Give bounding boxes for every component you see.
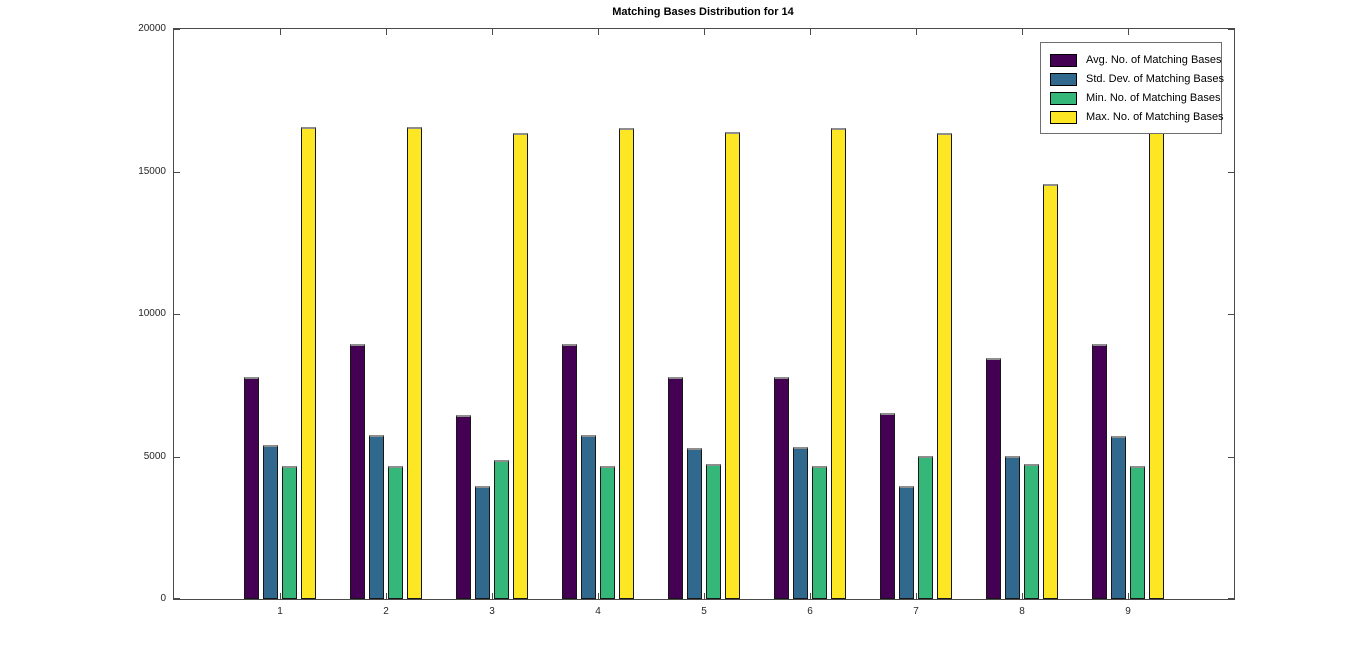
bar-std-group-9 [1111, 436, 1126, 599]
y-tick-left-5000 [174, 457, 180, 458]
legend-swatch-icon [1050, 72, 1077, 86]
plot-area: Avg. No. of Matching Bases Std. Dev. of M… [138, 23, 1235, 617]
x-tick-label-2: 2 [383, 606, 389, 617]
x-tick-top-5 [704, 29, 705, 35]
y-tick-right-15000 [1228, 172, 1234, 173]
bar-max-group-7 [937, 133, 952, 599]
y-tick-left-20000 [174, 29, 180, 30]
x-tick-bottom-2 [386, 593, 387, 599]
x-tick-bottom-8 [1022, 593, 1023, 599]
bar-min-group-7 [918, 456, 933, 599]
bar-min-group-3 [494, 460, 509, 599]
x-tick-label-8: 8 [1019, 606, 1025, 617]
legend-item-label: Std. Dev. of Matching Bases [1086, 73, 1224, 85]
bar-avg-group-1 [244, 377, 259, 599]
legend-item-4: Max. No. of Matching Bases [1050, 108, 1224, 126]
x-tick-top-3 [492, 29, 493, 35]
bar-min-group-6 [812, 466, 827, 599]
bar-min-group-5 [706, 464, 721, 599]
x-tick-label-3: 3 [489, 606, 495, 617]
x-tick-top-6 [810, 29, 811, 35]
bar-max-group-6 [831, 128, 846, 599]
y-tick-right-10000 [1228, 314, 1234, 315]
bar-avg-group-7 [880, 413, 895, 599]
bar-std-group-1 [263, 445, 278, 599]
bar-min-group-9 [1130, 466, 1145, 599]
x-tick-bottom-1 [280, 593, 281, 599]
bar-min-group-4 [600, 466, 615, 599]
bar-max-group-8 [1043, 184, 1058, 599]
x-tick-top-7 [916, 29, 917, 35]
x-tick-bottom-9 [1128, 593, 1129, 599]
y-tick-label-15000: 15000 [138, 166, 166, 177]
bar-std-group-4 [581, 435, 596, 599]
y-tick-label-10000: 10000 [138, 308, 166, 319]
chart-title: Matching Bases Distribution for 14 [612, 6, 794, 18]
bar-max-group-3 [513, 133, 528, 599]
bar-avg-group-3 [456, 415, 471, 599]
y-tick-label-5000: 5000 [143, 451, 166, 462]
y-tick-right-5000 [1228, 457, 1234, 458]
bar-max-group-1 [301, 127, 316, 599]
y-tick-label-20000: 20000 [138, 23, 166, 34]
legend-item-label: Max. No. of Matching Bases [1086, 111, 1224, 123]
x-tick-top-8 [1022, 29, 1023, 35]
y-tick-left-10000 [174, 314, 180, 315]
bar-std-group-7 [899, 486, 914, 599]
legend-item-3: Min. No. of Matching Bases [1050, 89, 1221, 107]
bar-max-group-2 [407, 127, 422, 599]
legend: Avg. No. of Matching Bases Std. Dev. of M… [1040, 42, 1224, 134]
legend-item-label: Min. No. of Matching Bases [1086, 92, 1221, 104]
legend-swatch-icon [1050, 91, 1077, 105]
x-tick-bottom-7 [916, 593, 917, 599]
x-tick-bottom-5 [704, 593, 705, 599]
bar-max-group-5 [725, 132, 740, 599]
bar-min-group-2 [388, 466, 403, 599]
x-tick-bottom-4 [598, 593, 599, 599]
bar-avg-group-8 [986, 358, 1001, 599]
bar-max-group-9 [1149, 127, 1164, 599]
x-tick-label-4: 4 [595, 606, 601, 617]
x-tick-bottom-3 [492, 593, 493, 599]
x-tick-top-4 [598, 29, 599, 35]
x-tick-label-1: 1 [277, 606, 283, 617]
bar-avg-group-9 [1092, 344, 1107, 599]
x-tick-label-6: 6 [807, 606, 813, 617]
bar-max-group-4 [619, 128, 634, 599]
bar-std-group-5 [687, 448, 702, 599]
bar-avg-group-4 [562, 344, 577, 599]
legend-item-label: Avg. No. of Matching Bases [1086, 54, 1222, 66]
legend-swatch-icon [1050, 53, 1077, 67]
bar-std-group-6 [793, 447, 808, 599]
bar-avg-group-2 [350, 344, 365, 599]
x-tick-label-9: 9 [1125, 606, 1131, 617]
bar-min-group-8 [1024, 464, 1039, 599]
y-tick-left-0 [174, 598, 180, 599]
x-tick-label-5: 5 [701, 606, 707, 617]
y-tick-right-20000 [1228, 29, 1234, 30]
bar-std-group-2 [369, 435, 384, 599]
y-tick-label-0: 0 [160, 593, 166, 604]
legend-swatch-icon [1050, 110, 1077, 124]
bar-avg-group-5 [668, 377, 683, 599]
x-tick-top-2 [386, 29, 387, 35]
bar-min-group-1 [282, 466, 297, 599]
bar-avg-group-6 [774, 377, 789, 599]
x-tick-top-1 [280, 29, 281, 35]
y-tick-left-15000 [174, 172, 180, 173]
legend-item-2: Std. Dev. of Matching Bases [1050, 70, 1224, 88]
y-tick-right-0 [1228, 598, 1234, 599]
x-tick-bottom-6 [810, 593, 811, 599]
bar-std-group-8 [1005, 456, 1020, 599]
bar-std-group-3 [475, 486, 490, 599]
legend-item-1: Avg. No. of Matching Bases [1050, 51, 1222, 69]
x-tick-label-7: 7 [913, 606, 919, 617]
x-tick-top-9 [1128, 29, 1129, 35]
